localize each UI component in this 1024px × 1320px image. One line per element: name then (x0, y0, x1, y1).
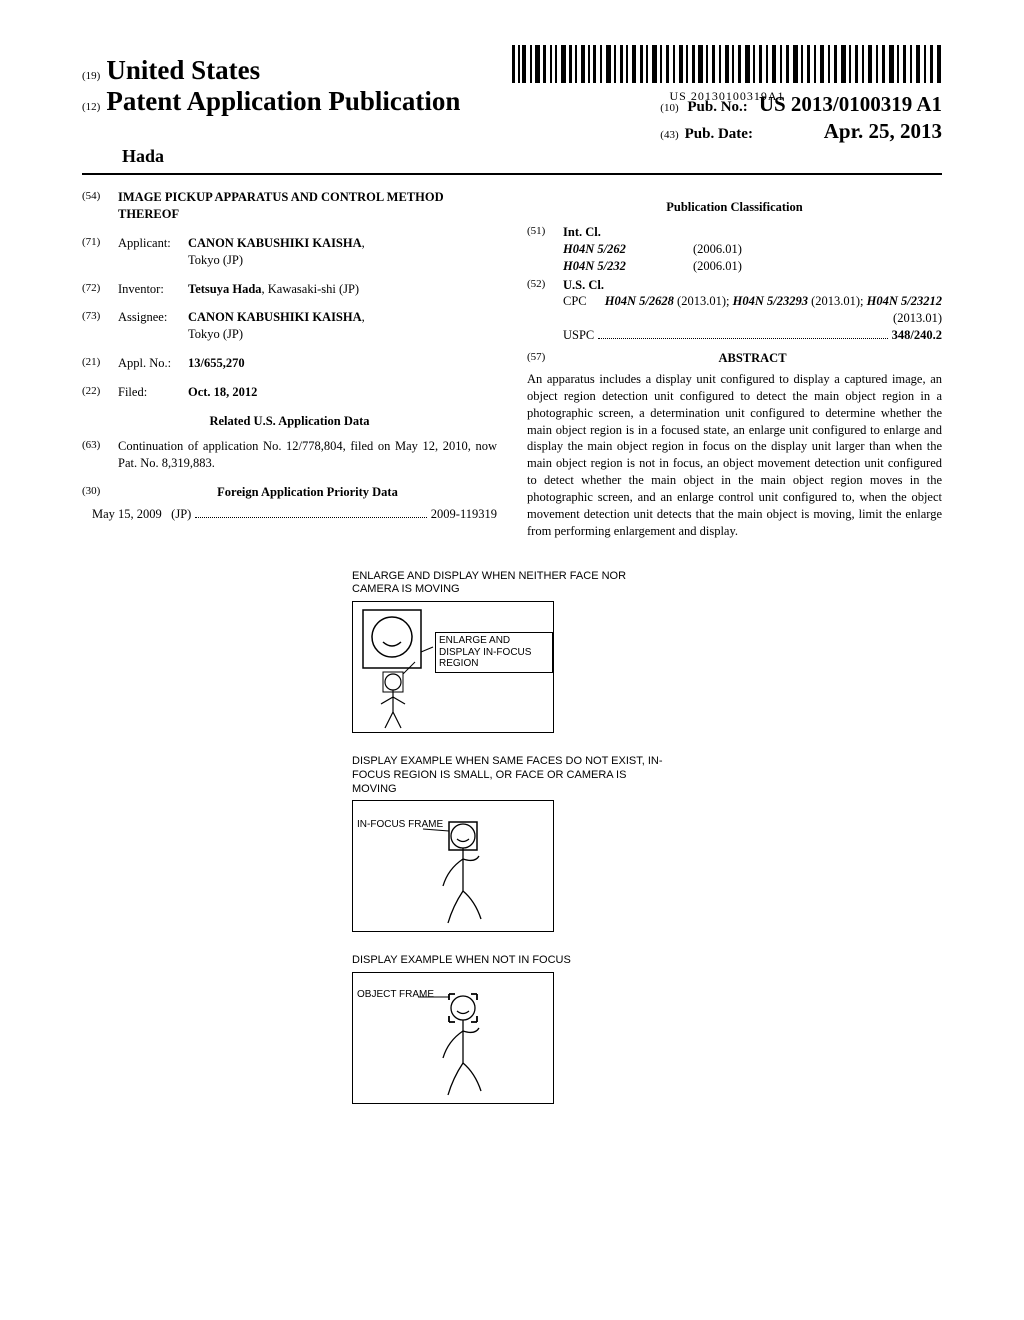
barcode-region: US 20130100319A1 (512, 45, 942, 104)
inventor-value: Tetsuya Hada, Kawasaki-shi (JP) (188, 281, 497, 298)
divider (82, 173, 942, 175)
figure-2: IN-FOCUS FRAME (352, 800, 554, 932)
applicant-value: CANON KABUSHIKI KAISHA, Tokyo (JP) (188, 235, 497, 269)
code-63: (63) (82, 438, 118, 472)
figure-3-label: OBJECT FRAME (357, 989, 434, 1000)
code-12: (12) (82, 101, 100, 113)
code-19: (19) (82, 70, 100, 82)
code-30: (30) (82, 484, 118, 501)
code-54: (54) (82, 189, 118, 223)
related-text: Continuation of application No. 12/778,8… (118, 438, 497, 472)
code-22: (22) (82, 384, 118, 401)
filed-label: Filed: (118, 384, 188, 401)
figure-1-label: ENLARGE AND DISPLAY IN-FOCUS REGION (435, 632, 553, 673)
figure-1-caption: ENLARGE AND DISPLAY WHEN NEITHER FACE NO… (352, 570, 672, 598)
foreign-title: Foreign Application Priority Data (118, 484, 497, 501)
right-column: Publication Classification (51) Int. Cl.… (527, 189, 942, 540)
author-name: Hada (122, 146, 942, 167)
applicant-label: Applicant: (118, 235, 188, 269)
assignee-value: CANON KABUSHIKI KAISHA, Tokyo (JP) (188, 309, 497, 343)
intcl-2: H04N 5/232 (563, 258, 693, 275)
abstract-label: ABSTRACT (563, 350, 942, 367)
inventor-label: Inventor: (118, 281, 188, 298)
code-72: (72) (82, 281, 118, 298)
intcl-2v: (2006.01) (693, 258, 742, 275)
code-52: (52) (527, 277, 563, 345)
pub-classification-title: Publication Classification (527, 199, 942, 216)
code-71: (71) (82, 235, 118, 269)
intcl-label: Int. Cl. (563, 224, 942, 241)
barcode-number: US 20130100319A1 (512, 89, 942, 104)
cpc-label: CPC (563, 293, 587, 310)
figure-3-caption: DISPLAY EXAMPLE WHEN NOT IN FOCUS (352, 954, 672, 968)
filed-value: Oct. 18, 2012 (188, 384, 497, 401)
uspc-label: USPC (563, 327, 594, 344)
code-73: (73) (82, 309, 118, 343)
assignee-label: Assignee: (118, 309, 188, 343)
figures-region: ENLARGE AND DISPLAY WHEN NEITHER FACE NO… (352, 570, 672, 1105)
related-data-title: Related U.S. Application Data (82, 413, 497, 430)
code-21: (21) (82, 355, 118, 372)
abstract-text: An apparatus includes a display unit con… (527, 371, 942, 540)
applno-value: 13/655,270 (188, 355, 497, 372)
uscl-label: U.S. Cl. (563, 277, 942, 294)
barcode-icon (512, 45, 942, 83)
intcl-1v: (2006.01) (693, 241, 742, 258)
code-51: (51) (527, 224, 563, 275)
cpc-value: H04N 5/2628 (2013.01); H04N 5/23293 (201… (595, 293, 942, 327)
applno-label: Appl. No.: (118, 355, 188, 372)
figure-2-label: IN-FOCUS FRAME (357, 819, 443, 830)
left-column: (54) IMAGE PICKUP APPARATUS AND CONTROL … (82, 189, 497, 540)
intcl-1: H04N 5/262 (563, 241, 693, 258)
foreign-priority-line: May 15, 2009 (JP) 2009-119319 (82, 506, 497, 523)
figure-3: OBJECT FRAME (352, 972, 554, 1104)
pub-date-line: (43) Pub. Date: Apr. 25, 2013 (660, 119, 942, 144)
figure-1: ENLARGE AND DISPLAY IN-FOCUS REGION (352, 601, 554, 733)
code-57: (57) (527, 350, 563, 367)
figure-2-caption: DISPLAY EXAMPLE WHEN SAME FACES DO NOT E… (352, 755, 672, 796)
invention-title: IMAGE PICKUP APPARATUS AND CONTROL METHO… (118, 189, 497, 223)
country-title: United States (106, 55, 260, 86)
doc-type-title: Patent Application Publication (106, 86, 460, 117)
uspc-value: 348/240.2 (892, 327, 942, 344)
